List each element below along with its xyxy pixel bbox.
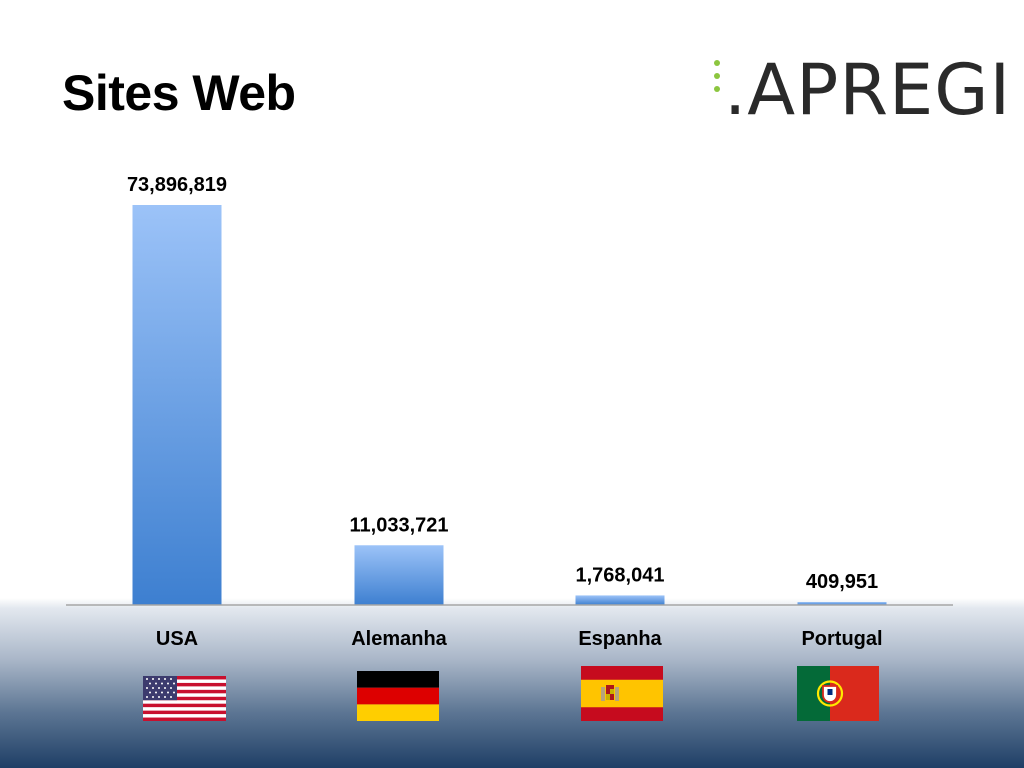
- data-label: 1,768,041: [576, 564, 665, 586]
- logo-wordmark: .APREGI: [724, 49, 1012, 131]
- logo-dot: [714, 86, 720, 92]
- data-label: 73,896,819: [127, 174, 227, 196]
- slide-title: Sites Web: [62, 65, 296, 121]
- category-label: USA: [156, 628, 198, 650]
- logo-dot: [714, 60, 720, 66]
- data-label: 11,033,721: [350, 514, 449, 536]
- germany-flag-icon: [357, 671, 439, 721]
- logo-dots: [714, 58, 722, 98]
- category-label: Portugal: [801, 628, 882, 650]
- bar-usa: [132, 205, 222, 605]
- bar-portugal: [797, 602, 887, 605]
- spain-flag-icon: [581, 666, 663, 721]
- category-label: Espanha: [578, 628, 662, 650]
- usa-flag-icon: [143, 676, 226, 721]
- logo-dot: [714, 73, 720, 79]
- category-label: Alemanha: [351, 628, 447, 650]
- bar-alemanha: [354, 545, 444, 605]
- data-label: 409,951: [806, 571, 878, 593]
- apregi-logo: .APREGI: [706, 49, 1010, 136]
- bar-espanha: [575, 595, 665, 605]
- portugal-flag-icon: [797, 666, 879, 721]
